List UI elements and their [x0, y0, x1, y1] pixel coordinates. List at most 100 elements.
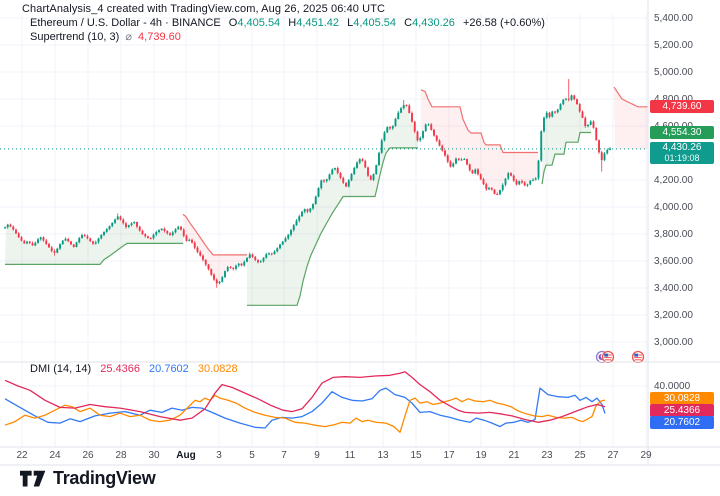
candle-body	[232, 267, 235, 269]
price-tick-label: 3,800.00	[654, 228, 693, 240]
candle-body	[576, 99, 578, 105]
candle-body	[474, 169, 477, 174]
candle-body	[609, 148, 611, 150]
candle-body	[111, 222, 114, 227]
candle-body	[97, 238, 100, 243]
candle-body	[532, 179, 534, 181]
low-value: 4,405.54	[353, 17, 397, 29]
candle-body	[210, 269, 213, 275]
candle-body	[182, 229, 185, 236]
supertrend-fill	[5, 217, 183, 265]
candle-body	[226, 266, 229, 272]
candle-body	[53, 250, 56, 253]
candle-body	[488, 187, 490, 190]
candle-body	[345, 182, 347, 187]
time-tick-label: 25	[574, 450, 586, 461]
candle-body	[394, 118, 397, 126]
candle-body	[325, 179, 328, 182]
us-flag-event-icon[interactable]	[631, 350, 645, 363]
candle-body	[424, 124, 427, 132]
candle-body	[567, 98, 570, 100]
last-price-value: 4,430.26	[662, 142, 702, 153]
candle-body	[28, 241, 31, 244]
tradingview-logo-text: TradingView	[53, 468, 156, 488]
price-tick-label: 5,200.00	[654, 39, 693, 51]
candle-body	[336, 168, 339, 173]
candle-body	[435, 135, 438, 141]
candle-body	[515, 180, 518, 185]
price-tick-label: 4,800.00	[654, 93, 693, 105]
us-flag-event-icon[interactable]	[601, 350, 615, 363]
symbol-title[interactable]: Ethereum / U.S. Dollar - 4h · BINANCE	[30, 17, 221, 29]
candle-body	[479, 174, 482, 180]
candle-body	[199, 251, 202, 256]
price-pane[interactable]	[0, 79, 660, 363]
candle-body	[31, 243, 34, 246]
candle-body	[507, 173, 510, 179]
candle-body	[270, 253, 273, 255]
candle-body	[350, 174, 353, 181]
tradingview-logo[interactable]: TradingView	[20, 468, 156, 489]
price-tick-label: 3,600.00	[654, 255, 693, 267]
candle-body	[446, 155, 449, 162]
supertrend-indicator-title[interactable]: Supertrend (10, 3)	[30, 31, 120, 43]
candle-body	[380, 140, 383, 153]
candle-body	[600, 152, 603, 161]
candle-body	[213, 274, 215, 280]
candle-body	[369, 175, 372, 180]
candle-body	[402, 105, 405, 109]
candle-body	[504, 178, 507, 185]
candle-body	[510, 173, 512, 176]
indicator-legend-row: Supertrend (10, 3) ⌀ 4,739.60	[30, 30, 545, 44]
candle-body	[578, 104, 581, 112]
candle-body	[496, 193, 499, 195]
candle-body	[136, 222, 138, 227]
candle-body	[265, 254, 268, 258]
time-tick-label: Aug	[176, 450, 196, 461]
open-label: O	[228, 17, 238, 29]
candle-body	[358, 159, 361, 163]
price-tick-label: 4,200.00	[654, 174, 693, 186]
candle-body	[207, 264, 210, 270]
candle-body	[441, 145, 444, 151]
time-tick-label: 5	[249, 450, 255, 461]
time-tick-label: 9	[314, 450, 320, 461]
close-value: 4,430.26	[412, 17, 455, 29]
time-tick-label: 3	[216, 450, 222, 461]
candle-body	[312, 204, 314, 209]
candle-body	[455, 158, 457, 164]
candle-body	[391, 125, 394, 129]
candle-body	[334, 168, 336, 170]
candle-body	[89, 238, 92, 242]
time-tick-label: 13	[377, 450, 389, 461]
candle-body	[413, 121, 416, 132]
candle-body	[314, 196, 317, 205]
candle-body	[499, 190, 501, 195]
candle-body	[171, 232, 174, 236]
price-axis[interactable]: 5,400.005,200.005,000.004,800.004,600.00…	[648, 0, 720, 447]
candle-body	[92, 241, 94, 244]
candle-body	[581, 111, 584, 118]
dmi-pane[interactable]	[4, 371, 606, 433]
candle-body	[353, 167, 356, 175]
candle-body	[67, 238, 70, 242]
supertrend-line-down	[182, 213, 247, 256]
candle-body	[262, 257, 265, 262]
supertrend-down-price-label: 4,739.60	[650, 100, 714, 113]
price-tick-label: 3,000.00	[654, 336, 693, 348]
candle-body	[180, 226, 182, 230]
candle-body	[378, 152, 380, 166]
dmi-plus-di-axis-label: 20.7602	[650, 416, 714, 429]
candle-body	[130, 223, 133, 226]
candle-body	[246, 258, 248, 262]
candle-body	[534, 178, 537, 180]
supertrend-line-down	[420, 89, 538, 154]
dmi-scale-label: 40.0000	[654, 381, 691, 392]
price-tick-label: 5,400.00	[654, 12, 693, 24]
candle-body	[94, 242, 97, 244]
dmi-indicator-title[interactable]: DMI (14, 14)	[30, 363, 92, 375]
candle-body	[444, 150, 446, 156]
candle-body	[20, 237, 23, 241]
